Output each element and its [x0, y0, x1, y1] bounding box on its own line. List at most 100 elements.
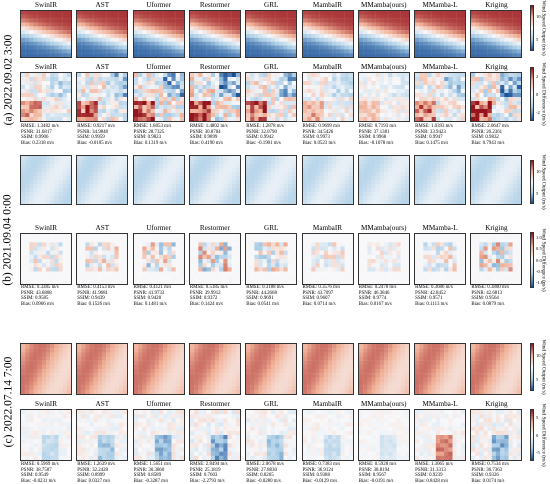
- difference-map: [245, 233, 298, 285]
- method-title: MMamba-L: [422, 400, 458, 408]
- output-map: [301, 343, 354, 395]
- metric-line: RMSE: 1.5651 m/s: [133, 462, 172, 467]
- metric-line: RMSE: 0.3800 m/s: [471, 285, 510, 290]
- metric-line: PSNR: 31.3313: [415, 467, 446, 473]
- method-title: MambaIR: [312, 400, 343, 408]
- metric-line: Bias: 0.1424 m/s: [189, 301, 223, 307]
- method-title: Restormer: [199, 400, 230, 408]
- metric-line: RMSE: 0.4121 m/s: [133, 285, 172, 290]
- difference-map: [470, 233, 523, 285]
- output-map: [301, 155, 354, 205]
- metrics-block: RMSE: 2.0647 m/s PSNR: 26.2361 SSIM: 0.983…: [471, 124, 509, 146]
- output-colorbar: 10 5 Wind Speed Output (m/s): [530, 339, 550, 395]
- method-title: AST: [95, 63, 110, 71]
- method-title: MMamba-L: [422, 1, 458, 9]
- metric-line: SSIM: 0.9567: [358, 473, 387, 479]
- metric-line: Bias: 0.0879 m/s: [471, 301, 505, 307]
- difference-colorbar-gradient: [530, 232, 534, 288]
- metric-line: SSIM: 0.9899: [189, 135, 218, 141]
- metric-line: SSIM: 0.9388: [302, 473, 330, 479]
- metric-line: SSIM: 0.9571: [415, 296, 443, 302]
- difference-map: [470, 409, 523, 461]
- difference-map: [357, 409, 410, 461]
- method-title: SwinIR: [35, 400, 57, 408]
- output-map: [20, 155, 72, 205]
- output-colorbar-tick: 10: [536, 352, 541, 358]
- method-title: MambaIR: [312, 224, 343, 232]
- metric-line: SSIM: 0.9832: [471, 135, 499, 141]
- method-title: GRL: [264, 400, 279, 408]
- metric-line: PSNR: 41.9681: [77, 290, 109, 296]
- metric-line: RMSE: 0.3385 m/s: [21, 285, 59, 290]
- metrics-block: RMSE: 1.4802 m/s PSNR: 30.8704 SSIM: 0.989…: [190, 124, 228, 146]
- metrics-block: RMSE: 0.4121 m/s PSNR: 41.9733 SSIM: 0.942…: [134, 285, 172, 307]
- output-map: [470, 155, 523, 205]
- difference-map: [414, 233, 467, 285]
- metrics-block: RMSE: 0.7193 m/s PSNR: 37.1381 SSIM: 0.996…: [359, 124, 397, 146]
- metric-line: PSNR: 31.6817: [21, 129, 52, 135]
- metric-line: Bias: 0.0174 m/s: [471, 478, 505, 484]
- metric-line: RMSE: 0.5928 m/s: [358, 462, 397, 467]
- panel-label: (a) 2022.09.02 3:00: [2, 34, 14, 126]
- method-title: GRL: [264, 1, 279, 9]
- output-colorbar-gradient: [530, 343, 534, 391]
- metrics-block: RMSE: 0.3576 m/s PSNR: 43.7097 SSIM: 0.960…: [303, 285, 341, 307]
- difference-colorbar-tick: 1.0: [536, 235, 542, 241]
- output-colorbar: 10 5 Wind Speed Output (m/s): [530, 0, 550, 56]
- metric-line: RMSE: 1.0393 m/s: [415, 124, 453, 129]
- difference-colorbar-tick: 0: [536, 91, 539, 97]
- difference-colorbar-tick: 2: [536, 73, 539, 79]
- metric-line: PSNR: 39.9912: [189, 290, 221, 296]
- metrics-block: RMSE: 0.5185 m/s PSNR: 39.9912 SSIM: 0.937…: [190, 285, 228, 307]
- metric-line: Bias: 0.1319 m/s: [133, 140, 167, 146]
- method-title: GRL: [264, 224, 279, 232]
- metric-line: RMSE: 1.8053 m/s: [133, 124, 172, 129]
- difference-map: [76, 233, 129, 285]
- metric-line: Bias: 0.0714 m/s: [302, 301, 336, 307]
- difference-map: [20, 72, 72, 122]
- metric-line: Bias: 0.4190 m/s: [189, 140, 223, 146]
- output-map: [470, 343, 523, 395]
- output-map: [76, 10, 129, 58]
- metric-line: Bias: -0.1078 m/s: [358, 140, 394, 146]
- metric-line: SSIM: 0.9942: [246, 135, 274, 141]
- metrics-block: RMSE: 0.3385 m/s PSNR: 43.6808 SSIM: 0.958…: [21, 285, 59, 307]
- metric-line: Bias: -0.0105 m/s: [77, 140, 112, 146]
- metric-line: RMSE: 1.2639 m/s: [77, 462, 115, 467]
- output-map: [188, 155, 241, 205]
- metric-line: SSIM: 0.9823: [133, 135, 162, 141]
- panel-label: (b) 2021.09.04 0:00: [2, 194, 15, 286]
- output-map: [20, 343, 72, 395]
- difference-colorbar: 5 0 -5 Wind Speed Difference (m/s): [530, 403, 550, 467]
- metric-line: RMSE: 1.3482 m/s: [21, 124, 59, 129]
- metrics-block: RMSE: 0.9699 m/s PSNR: 34.5426 SSIM: 0.997…: [303, 124, 341, 146]
- metric-line: Bias: 0.0523 m/s: [302, 140, 336, 146]
- panel-label: (c) 2022.07.14 7:00: [2, 356, 14, 448]
- metric-line: RMSE: 2.0678 m/s: [246, 462, 284, 467]
- metric-line: PSNR: 41.9733: [133, 290, 165, 296]
- method-title: SwinIR: [35, 63, 57, 71]
- metric-line: RMSE: 0.7534 m/s: [471, 462, 510, 467]
- metrics-block: RMSE: 0.9217 m/s PSNR: 34.9848 SSIM: 0.995…: [77, 124, 115, 146]
- difference-map: [357, 233, 410, 285]
- output-map: [20, 10, 72, 58]
- metric-line: Bias: 0.1526 m/s: [77, 301, 111, 307]
- difference-map: [76, 409, 129, 461]
- metric-line: SSIM: 0.8589: [133, 473, 162, 479]
- metric-line: RMSE: 0.2478 m/s: [358, 285, 397, 290]
- metric-line: SSIM: 0.9947: [415, 135, 443, 141]
- metrics-block: RMSE: 0.5928 m/s PSNR: 38.8194 SSIM: 0.956…: [359, 462, 397, 484]
- metric-line: PSNR: 43.7097: [302, 290, 334, 296]
- metric-line: PSNR: 27.8830: [246, 467, 277, 473]
- method-title: Uformer: [146, 1, 171, 9]
- method-title: GRL: [264, 63, 279, 71]
- method-title: Kriging: [485, 1, 508, 9]
- metric-line: SSIM: 0.9691: [246, 296, 274, 302]
- difference-map: [245, 72, 298, 122]
- metric-line: Bias: 0.1113 m/s: [415, 301, 448, 307]
- metric-line: SSIM: 0.8999: [77, 473, 105, 479]
- output-colorbar-label: Wind Speed Output (m/s): [541, 154, 547, 210]
- difference-map: [245, 409, 298, 461]
- metrics-block: RMSE: 1.2639 m/s PSNR: 32.2428 SSIM: 0.899…: [77, 462, 115, 484]
